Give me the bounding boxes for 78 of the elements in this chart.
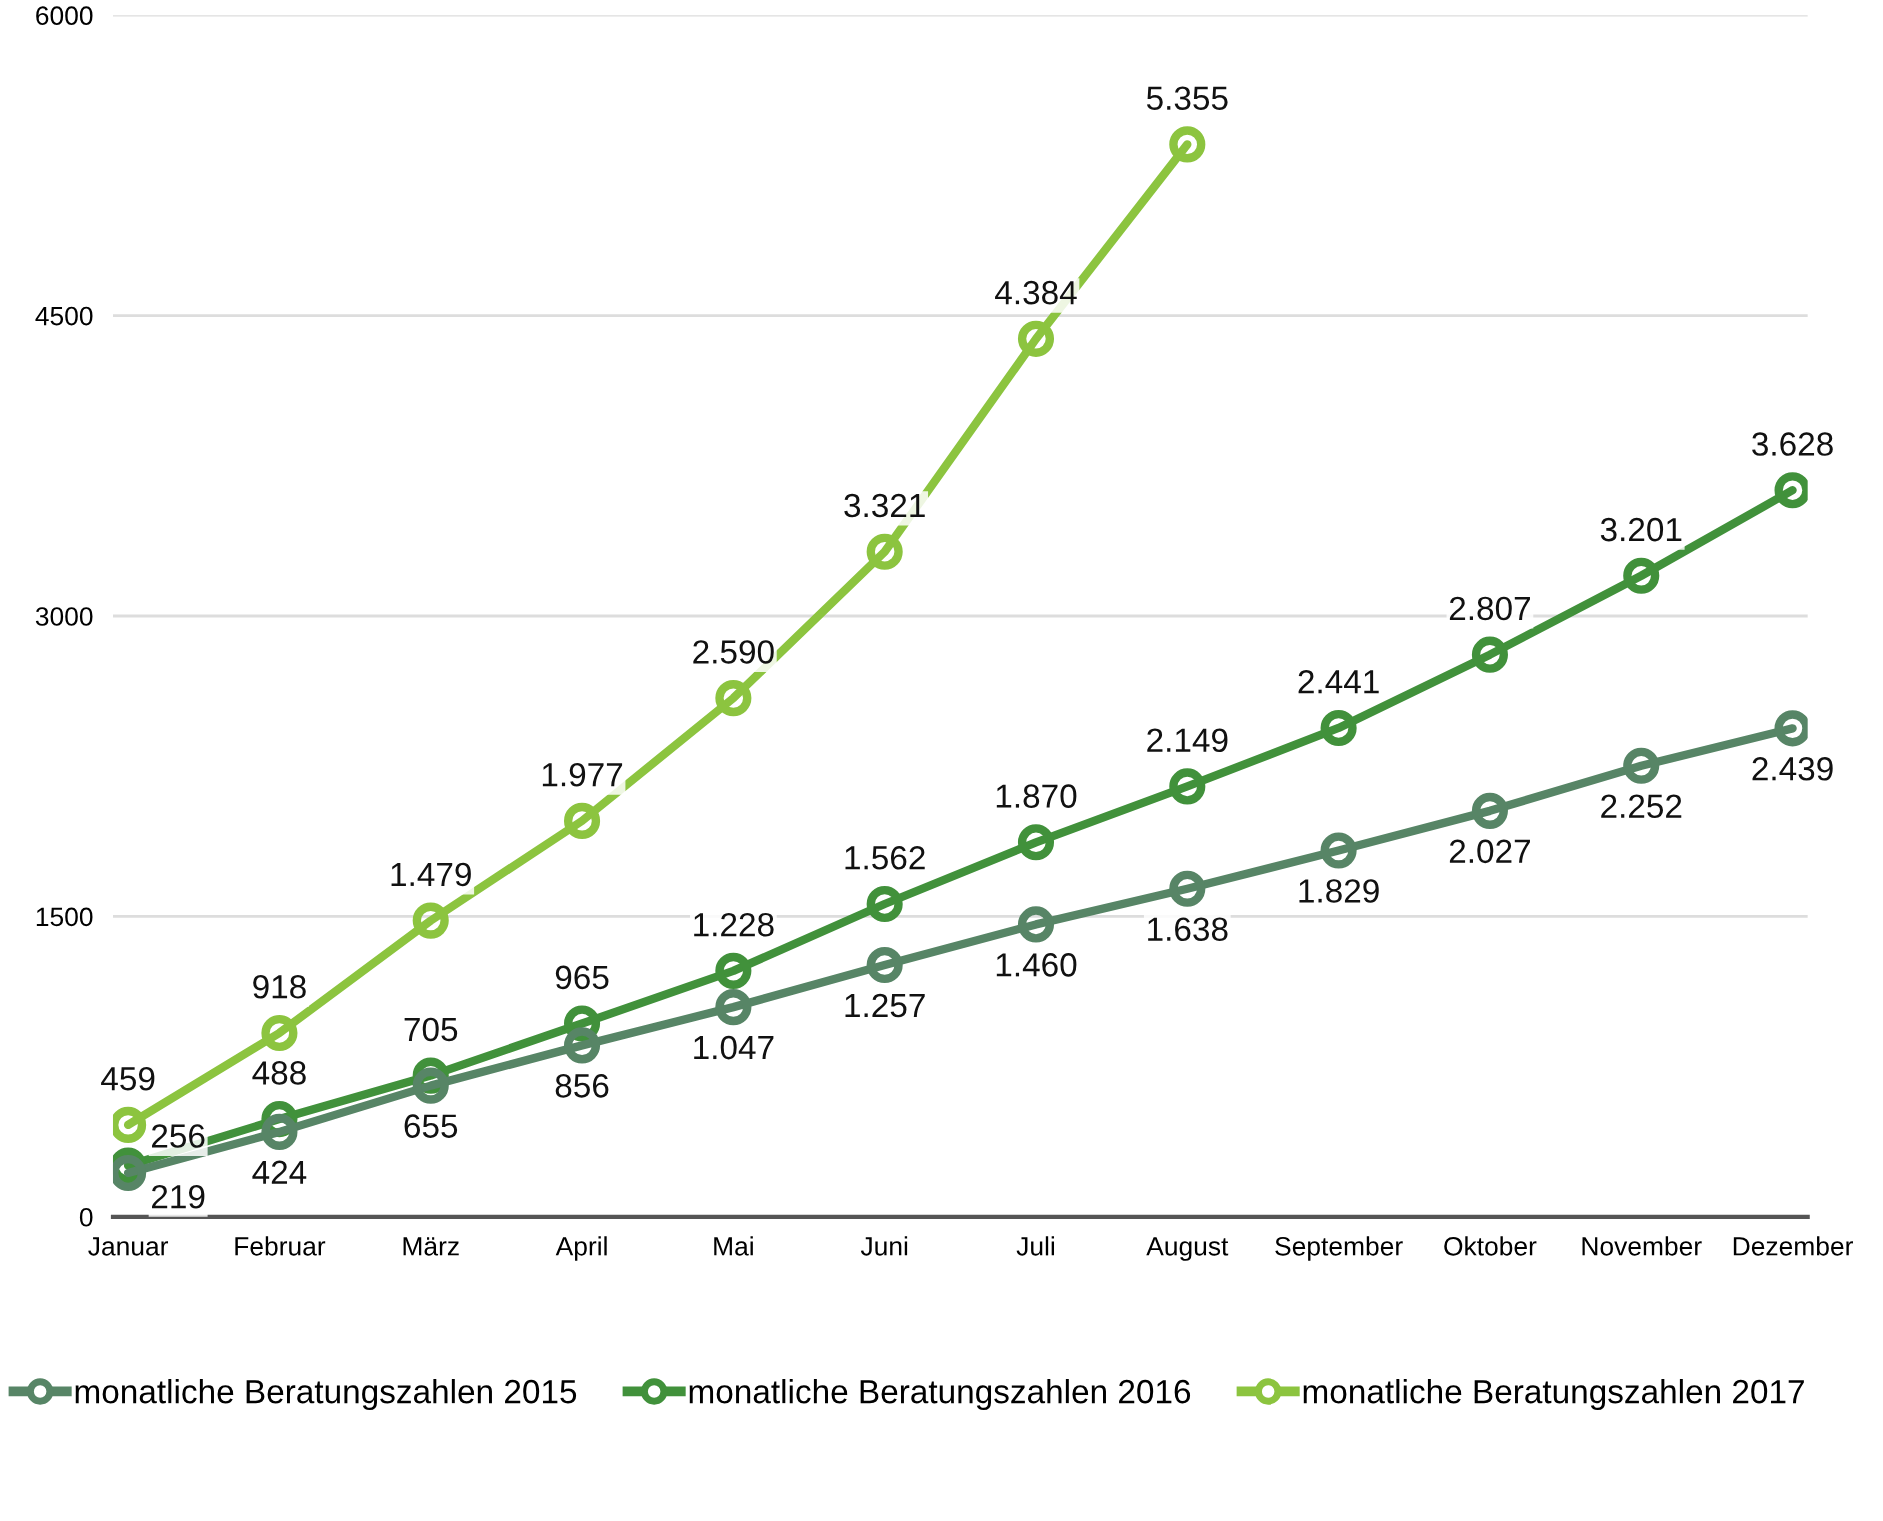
point [412, 902, 449, 939]
x-tick-label: Januar [88, 1237, 169, 1256]
x-tick-label: November [1582, 1236, 1702, 1256]
data-label: 705 [404, 1017, 458, 1042]
point [563, 802, 601, 839]
point [866, 885, 903, 923]
data-label: 459 [101, 1066, 155, 1091]
point [1623, 557, 1660, 594]
data-label: 1.638 [1148, 917, 1228, 942]
point [1320, 832, 1357, 869]
data-label: 1.829 [1299, 879, 1379, 903]
data-label: 1.047 [694, 1035, 774, 1060]
x-tick-label: Mai [714, 1236, 753, 1256]
point [112, 1106, 147, 1143]
point [1169, 870, 1206, 907]
x-tick-label: Oktober [1444, 1236, 1537, 1256]
data-label: 1.228 [694, 912, 774, 937]
legend-label: monatliche Beratungszahlen 2017 [1303, 1378, 1804, 1411]
data-label: 655 [404, 1114, 458, 1138]
x-tick-label: Juni [860, 1236, 908, 1256]
data-label: 1.479 [391, 862, 471, 887]
data-label: 2.439 [1752, 757, 1833, 781]
x-tick-label: Dezember [1733, 1236, 1853, 1256]
y-tick-label: 6000 [36, 6, 93, 26]
data-label: 1.870 [996, 784, 1077, 808]
y-tick-label: 1500 [36, 907, 93, 927]
data-label: 2.252 [1601, 794, 1682, 819]
point [412, 1067, 449, 1104]
point [1017, 320, 1055, 357]
data-label: 424 [252, 1160, 307, 1184]
y-tick-label: 0 [79, 1207, 93, 1227]
data-label: 2.441 [1298, 669, 1379, 694]
data-label: 2.807 [1449, 596, 1530, 621]
point [112, 1154, 147, 1191]
point [1471, 636, 1508, 673]
point [866, 533, 903, 570]
data-label: 4.384 [995, 280, 1077, 305]
data-label: 488 [252, 1061, 306, 1085]
point [1017, 906, 1055, 943]
x-tick-label: April [555, 1236, 607, 1261]
data-label: 2.590 [693, 640, 774, 664]
point [715, 680, 752, 717]
legend-label: monatliche Beratungszahlen 2016 [689, 1378, 1191, 1411]
data-label: 2.149 [1147, 728, 1228, 753]
data-label: 219 [152, 1184, 205, 1209]
data-label: 1.460 [996, 953, 1077, 977]
y-tick-label: 3000 [35, 607, 93, 626]
data-label: 256 [152, 1124, 205, 1148]
point [1471, 792, 1508, 829]
point [715, 989, 752, 1026]
point [563, 1027, 601, 1064]
x-tick-label: September [1275, 1236, 1403, 1261]
point [866, 947, 903, 984]
data-label: 965 [555, 965, 609, 990]
legend-label: monatliche Beratungszahlen 2015 [75, 1378, 577, 1411]
data-label: 1.562 [845, 846, 925, 870]
x-tick-label: August [1146, 1237, 1229, 1261]
data-label: 918 [253, 974, 306, 999]
data-label: 5.355 [1146, 86, 1228, 111]
data-label: 856 [555, 1074, 609, 1098]
y-tick-label: 4500 [35, 306, 93, 326]
data-label: 1.257 [845, 993, 925, 1018]
data-label: 1.977 [542, 762, 623, 787]
data-label: 3.628 [1752, 432, 1833, 456]
point [261, 1014, 298, 1052]
point [1320, 709, 1357, 747]
data-label: 3.321 [844, 493, 925, 518]
x-tick-label: März [403, 1237, 459, 1256]
point [1169, 768, 1206, 805]
data-label: 3.201 [1600, 517, 1682, 542]
point [715, 952, 752, 989]
x-tick-label: Februar [235, 1236, 326, 1256]
data-label: 2.027 [1449, 839, 1530, 864]
point [1017, 824, 1055, 861]
x-tick-label: Juli [1016, 1236, 1055, 1256]
point [1169, 126, 1206, 163]
point [261, 1113, 298, 1150]
point [1623, 747, 1660, 784]
